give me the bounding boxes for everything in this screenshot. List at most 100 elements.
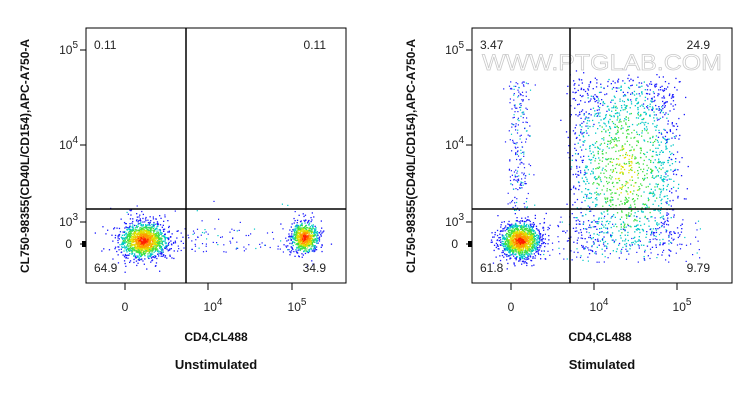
- event-dot: [305, 245, 307, 247]
- event-dot: [168, 249, 170, 251]
- event-dot: [239, 221, 241, 223]
- event-dot: [668, 178, 670, 180]
- event-dot: [132, 227, 134, 229]
- event-dot: [589, 234, 591, 237]
- event-dot: [523, 238, 525, 241]
- event-dot: [501, 230, 503, 232]
- event-dot: [521, 241, 523, 243]
- event-dot: [288, 236, 290, 238]
- event-dot: [522, 247, 525, 249]
- event-dot: [515, 249, 518, 251]
- event-dot: [625, 130, 628, 132]
- event-dot: [129, 232, 131, 234]
- event-dot: [144, 255, 146, 257]
- event-dot: [539, 254, 542, 256]
- event-dot: [158, 240, 160, 243]
- event-dot: [313, 250, 315, 253]
- event-dot: [138, 236, 140, 239]
- event-dot: [206, 238, 208, 240]
- event-dot: [637, 172, 640, 175]
- event-dot: [667, 138, 669, 140]
- event-dot: [600, 91, 602, 93]
- event-dot: [120, 218, 122, 220]
- event-dot: [526, 253, 528, 255]
- event-dot: [512, 225, 515, 227]
- event-dot: [155, 241, 158, 243]
- event-dot: [248, 244, 250, 246]
- event-dot: [527, 250, 529, 252]
- event-dot: [151, 238, 153, 240]
- event-dot: [616, 158, 618, 160]
- event-dot: [585, 111, 587, 113]
- event-dot: [504, 246, 506, 248]
- event-dot: [607, 182, 609, 185]
- event-dot: [657, 136, 660, 138]
- event-dot: [308, 237, 310, 239]
- event-dot: [188, 237, 190, 239]
- event-dot: [609, 118, 611, 121]
- event-dot: [581, 149, 583, 151]
- event-dot: [616, 125, 618, 127]
- event-dot: [508, 229, 511, 232]
- event-dot: [147, 219, 149, 221]
- event-dot: [613, 214, 615, 216]
- event-dot: [528, 248, 530, 250]
- event-dot: [155, 242, 157, 244]
- event-dot: [322, 231, 324, 233]
- event-dot: [159, 229, 162, 232]
- event-dot: [130, 237, 132, 239]
- event-dot: [614, 106, 617, 109]
- event-dot: [577, 174, 579, 176]
- event-dot: [533, 224, 535, 226]
- event-dot: [236, 247, 238, 249]
- event-dot: [655, 154, 657, 156]
- y-tick-4-left: 104: [59, 135, 78, 152]
- event-dot: [611, 239, 613, 241]
- event-dot: [633, 201, 635, 203]
- event-dot: [634, 199, 636, 202]
- event-dot: [134, 231, 136, 234]
- event-dot: [145, 250, 147, 252]
- event-dot: [518, 255, 521, 257]
- event-dot: [629, 215, 632, 217]
- event-dot: [590, 108, 592, 110]
- event-dot: [158, 235, 160, 237]
- event-dot: [315, 246, 318, 248]
- event-dot: [515, 257, 517, 260]
- event-dot: [513, 230, 515, 232]
- event-dot: [146, 239, 148, 241]
- event-dot: [606, 177, 608, 179]
- event-dot: [533, 245, 535, 247]
- event-dot: [145, 246, 147, 248]
- event-dot: [517, 229, 520, 231]
- event-dot: [160, 255, 162, 257]
- event-dot: [142, 221, 144, 223]
- event-dot: [127, 234, 129, 236]
- event-dot: [601, 138, 603, 140]
- event-dot: [302, 232, 304, 235]
- event-dot: [148, 231, 150, 234]
- event-dot: [509, 231, 511, 234]
- event-dot: [606, 200, 609, 203]
- event-dot: [136, 226, 138, 228]
- event-dot: [515, 220, 517, 222]
- event-dot: [665, 112, 667, 114]
- event-dot: [118, 235, 120, 237]
- event-dot: [123, 250, 125, 252]
- event-dot: [516, 228, 518, 231]
- event-dot: [636, 198, 639, 200]
- event-dot: [127, 242, 129, 244]
- event-dot: [620, 252, 622, 254]
- event-dot: [132, 252, 134, 254]
- event-dot: [598, 244, 600, 246]
- event-dot: [599, 177, 601, 179]
- event-dot: [511, 88, 513, 90]
- event-dot: [294, 236, 296, 239]
- event-dot: [663, 106, 666, 108]
- event-dot: [193, 232, 195, 234]
- event-dot: [306, 243, 308, 245]
- event-dot: [659, 217, 662, 219]
- event-dot: [586, 172, 588, 174]
- event-dot: [153, 240, 155, 242]
- event-dot: [514, 246, 516, 248]
